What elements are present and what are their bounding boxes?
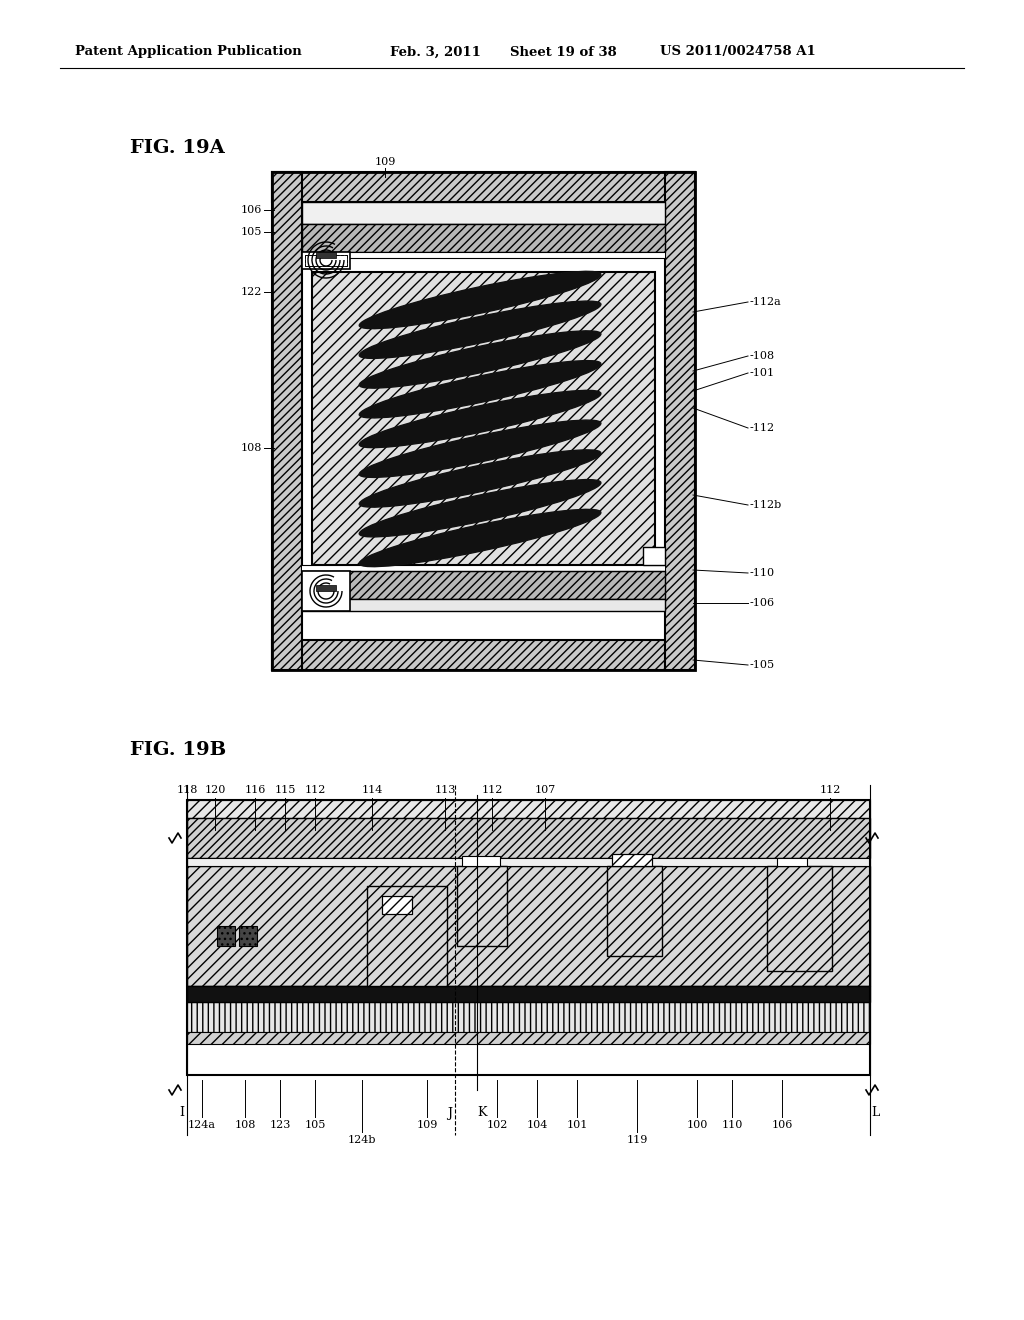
Text: 113: 113 [434,785,456,795]
Text: 124a: 124a [188,1119,216,1130]
Bar [607,866,662,956]
Bar [302,202,665,224]
Bar [187,1002,870,1032]
Text: -112a: -112a [750,297,781,308]
Text: -110: -110 [750,568,775,578]
Bar [302,224,665,252]
Bar [612,854,652,866]
Ellipse shape [359,331,601,388]
Bar [302,572,665,599]
Text: 122: 122 [241,286,262,297]
Text: 107: 107 [535,785,556,795]
Ellipse shape [359,510,601,566]
Bar [272,172,695,202]
Bar [187,1032,870,1044]
Text: J: J [447,1106,453,1119]
Ellipse shape [359,272,601,329]
Text: -105: -105 [750,660,775,671]
Bar [187,800,870,818]
Bar [305,255,347,267]
Bar [316,585,336,591]
Text: I: I [179,1106,184,1119]
Bar [457,866,507,946]
Text: 108: 108 [234,1119,256,1130]
Text: 119: 119 [627,1135,648,1144]
Text: 100: 100 [686,1119,708,1130]
Text: 116: 116 [245,785,265,795]
Text: 114: 114 [361,785,383,795]
Bar [187,800,870,1074]
Bar [217,927,234,946]
Bar [302,252,350,269]
Text: -106: -106 [750,598,775,609]
Ellipse shape [359,301,601,359]
Text: 112: 112 [304,785,326,795]
Bar [316,252,336,257]
Text: 101: 101 [566,1119,588,1130]
Ellipse shape [359,450,601,507]
Text: 106: 106 [241,205,262,215]
Ellipse shape [359,479,601,537]
Text: 109: 109 [375,157,395,168]
Text: Feb. 3, 2011: Feb. 3, 2011 [390,45,481,58]
Text: 120: 120 [205,785,225,795]
Bar [382,896,412,913]
Bar [665,172,695,671]
Bar [272,640,695,671]
Text: -108: -108 [750,351,775,360]
Ellipse shape [359,360,601,418]
Bar [643,546,665,565]
Bar [767,866,831,972]
Bar [187,858,870,866]
Ellipse shape [359,420,601,478]
Bar [187,986,870,1002]
Bar [272,172,695,671]
Bar [462,855,500,866]
Text: K: K [477,1106,486,1119]
Text: US 2011/0024758 A1: US 2011/0024758 A1 [660,45,816,58]
Bar [312,272,655,565]
Bar [272,172,302,671]
Text: 110: 110 [721,1119,742,1130]
Bar [612,854,652,866]
Text: Sheet 19 of 38: Sheet 19 of 38 [510,45,616,58]
Bar [382,896,412,913]
Bar [187,866,870,986]
Text: 112: 112 [481,785,503,795]
Text: FIG. 19B: FIG. 19B [130,741,226,759]
Text: FIG. 19A: FIG. 19A [130,139,224,157]
Ellipse shape [359,391,601,447]
Text: 115: 115 [274,785,296,795]
Text: 105: 105 [304,1119,326,1130]
Text: L: L [870,1106,880,1119]
Text: 118: 118 [176,785,198,795]
Bar [187,818,870,858]
Text: 105: 105 [241,227,262,238]
Bar [302,565,665,572]
Bar [302,572,350,611]
Bar [777,858,807,866]
Bar [302,252,665,257]
Text: -112b: -112b [750,500,782,510]
Bar [367,886,447,986]
Text: 109: 109 [417,1119,437,1130]
Bar [302,599,665,611]
Text: 104: 104 [526,1119,548,1130]
Text: 108: 108 [241,444,262,453]
Bar [239,927,257,946]
Text: 106: 106 [771,1119,793,1130]
Text: 124b: 124b [348,1135,376,1144]
Text: Patent Application Publication: Patent Application Publication [75,45,302,58]
Text: -112: -112 [750,422,775,433]
Text: 112: 112 [819,785,841,795]
Text: -101: -101 [750,368,775,378]
Text: 123: 123 [269,1119,291,1130]
Text: 102: 102 [486,1119,508,1130]
